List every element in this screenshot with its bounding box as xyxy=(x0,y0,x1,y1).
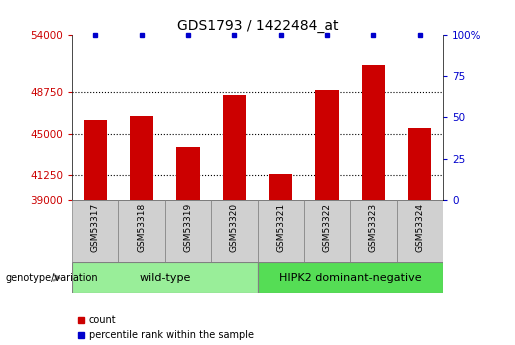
Bar xyxy=(304,200,350,262)
Text: GSM53320: GSM53320 xyxy=(230,203,239,252)
Legend: count, percentile rank within the sample: count, percentile rank within the sample xyxy=(77,315,253,340)
Text: GSM53318: GSM53318 xyxy=(137,203,146,253)
Bar xyxy=(176,147,199,200)
Text: GSM53323: GSM53323 xyxy=(369,203,378,252)
Text: GSM53319: GSM53319 xyxy=(183,203,193,253)
Bar xyxy=(84,119,107,200)
Bar xyxy=(397,200,443,262)
Bar xyxy=(165,200,211,262)
Text: GSM53324: GSM53324 xyxy=(415,203,424,252)
Bar xyxy=(72,262,258,293)
Text: GSM53321: GSM53321 xyxy=(276,203,285,252)
Bar xyxy=(258,200,304,262)
Bar xyxy=(118,200,165,262)
Title: GDS1793 / 1422484_at: GDS1793 / 1422484_at xyxy=(177,19,338,33)
Bar xyxy=(315,90,338,200)
Text: HIPK2 dominant-negative: HIPK2 dominant-negative xyxy=(279,273,421,283)
Text: wild-type: wild-type xyxy=(139,273,191,283)
Text: genotype/variation: genotype/variation xyxy=(5,273,98,283)
Bar xyxy=(269,174,293,200)
Text: GSM53317: GSM53317 xyxy=(91,203,100,253)
Bar xyxy=(350,200,397,262)
Text: GSM53322: GSM53322 xyxy=(322,203,332,252)
Bar xyxy=(211,200,258,262)
Bar xyxy=(222,95,246,200)
Bar xyxy=(258,262,443,293)
Bar xyxy=(362,66,385,200)
Bar xyxy=(72,200,118,262)
Bar xyxy=(408,128,431,200)
Bar xyxy=(130,116,153,200)
